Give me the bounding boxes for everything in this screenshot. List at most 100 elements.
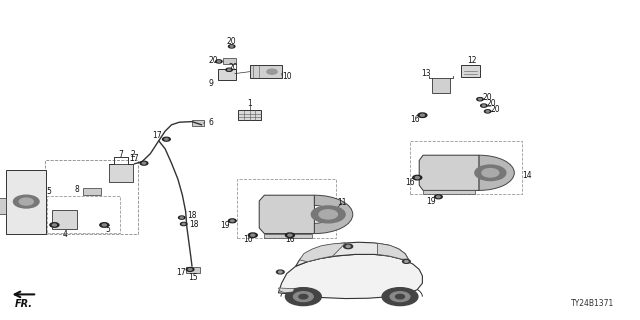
Circle shape	[228, 45, 235, 48]
Bar	[410, 141, 522, 194]
Circle shape	[163, 137, 170, 141]
Circle shape	[285, 233, 294, 237]
Text: 17: 17	[152, 131, 162, 140]
Circle shape	[228, 219, 236, 223]
Circle shape	[435, 195, 442, 199]
Circle shape	[164, 138, 168, 140]
Circle shape	[218, 61, 220, 62]
Bar	[192, 120, 204, 126]
Text: 18: 18	[189, 220, 198, 229]
Circle shape	[344, 244, 353, 249]
Text: 4: 4	[62, 230, 67, 239]
Circle shape	[396, 294, 404, 299]
Circle shape	[180, 217, 183, 218]
Circle shape	[19, 198, 33, 205]
Bar	[83, 188, 101, 195]
Text: 17: 17	[129, 154, 140, 163]
Circle shape	[420, 114, 424, 116]
Text: 17: 17	[176, 268, 186, 277]
Circle shape	[403, 260, 410, 263]
Circle shape	[346, 245, 350, 247]
Text: 20: 20	[227, 37, 237, 46]
Text: 12: 12	[468, 56, 477, 65]
Bar	[45, 160, 138, 234]
Circle shape	[182, 223, 185, 225]
Circle shape	[216, 60, 222, 63]
Circle shape	[267, 69, 277, 74]
Circle shape	[230, 46, 233, 47]
Circle shape	[102, 224, 106, 226]
Text: 9: 9	[209, 79, 214, 88]
Polygon shape	[296, 242, 408, 266]
Text: 18: 18	[188, 212, 196, 220]
Polygon shape	[300, 243, 346, 262]
Text: 10: 10	[282, 72, 292, 81]
Text: 15: 15	[188, 273, 198, 282]
Text: TY24B1371: TY24B1371	[571, 299, 614, 308]
Circle shape	[140, 161, 148, 165]
Bar	[432, 78, 450, 93]
Circle shape	[228, 69, 230, 70]
Polygon shape	[378, 243, 408, 259]
Polygon shape	[278, 288, 294, 293]
Bar	[186, 267, 200, 273]
Text: 16: 16	[404, 178, 415, 187]
Circle shape	[436, 196, 440, 198]
Circle shape	[52, 224, 56, 226]
Circle shape	[311, 206, 345, 223]
Circle shape	[251, 234, 255, 236]
Circle shape	[475, 165, 506, 180]
Polygon shape	[278, 254, 422, 299]
Circle shape	[230, 220, 234, 222]
Wedge shape	[314, 195, 353, 234]
Bar	[238, 110, 261, 120]
Circle shape	[186, 268, 194, 271]
Circle shape	[188, 268, 192, 270]
Circle shape	[179, 216, 185, 219]
Bar	[6, 170, 46, 234]
Text: 5: 5	[46, 187, 51, 196]
Text: 13: 13	[420, 69, 431, 78]
Text: FR.: FR.	[15, 299, 33, 309]
Text: 11: 11	[338, 198, 347, 207]
Bar	[0, 198, 6, 214]
Text: 16: 16	[285, 236, 295, 244]
Circle shape	[288, 234, 292, 236]
Text: 19: 19	[426, 197, 436, 206]
Circle shape	[418, 113, 427, 117]
Text: 1: 1	[247, 99, 252, 108]
Text: 6: 6	[209, 118, 214, 127]
Circle shape	[276, 270, 284, 274]
Text: 8: 8	[74, 185, 79, 194]
Text: 5: 5	[105, 225, 110, 234]
Circle shape	[142, 162, 146, 164]
Circle shape	[180, 222, 187, 226]
Circle shape	[100, 223, 109, 227]
Text: 2: 2	[130, 150, 135, 159]
Text: 7: 7	[118, 150, 124, 159]
Circle shape	[413, 175, 422, 180]
Bar	[250, 65, 282, 78]
Circle shape	[13, 195, 39, 208]
Circle shape	[390, 292, 410, 301]
Circle shape	[226, 68, 232, 71]
Circle shape	[404, 260, 408, 262]
Text: 16: 16	[243, 236, 253, 244]
Circle shape	[479, 99, 481, 100]
Circle shape	[278, 271, 282, 273]
Text: 20: 20	[228, 63, 239, 72]
Bar	[223, 58, 236, 64]
Circle shape	[486, 111, 489, 112]
Bar	[237, 179, 336, 238]
Circle shape	[382, 288, 418, 306]
Bar	[218, 69, 236, 80]
Bar	[423, 190, 475, 194]
Text: 20: 20	[208, 56, 218, 65]
Circle shape	[415, 177, 419, 179]
Bar	[264, 234, 312, 238]
Circle shape	[481, 104, 487, 107]
Text: 20: 20	[483, 93, 493, 102]
Bar	[109, 164, 133, 182]
Circle shape	[299, 294, 308, 299]
Circle shape	[483, 105, 485, 106]
